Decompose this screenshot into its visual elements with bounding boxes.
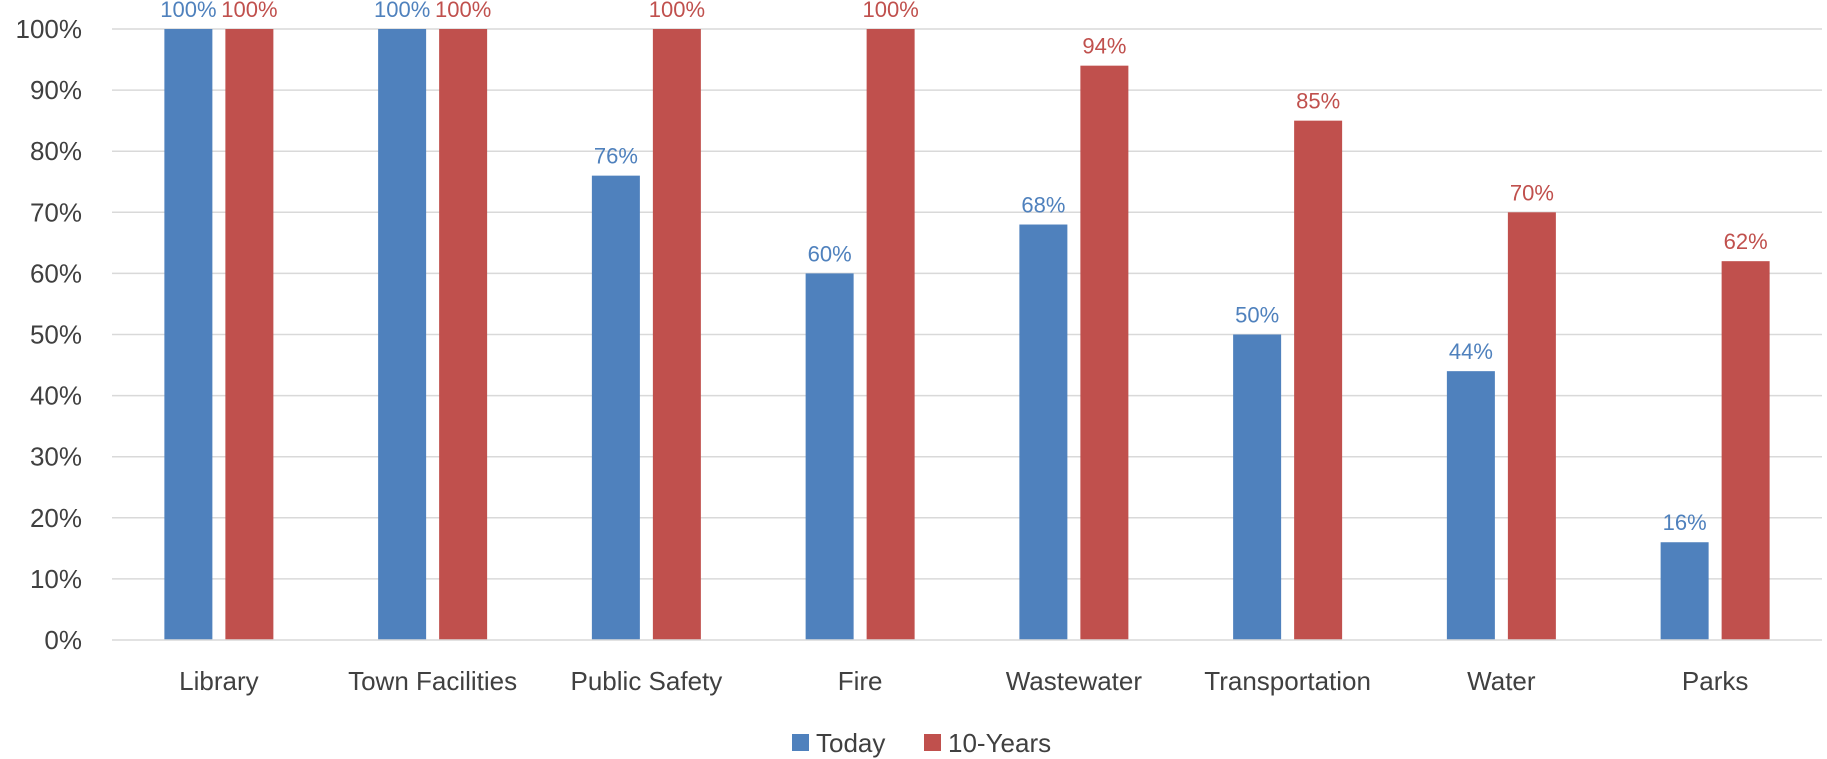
data-label: 100% (649, 0, 705, 22)
gridlines (112, 28, 1822, 580)
data-label: 94% (1082, 34, 1126, 59)
category-label: Transportation (1204, 666, 1371, 696)
y-tick-label: 90% (30, 75, 82, 105)
legend-swatch (792, 734, 809, 751)
legend: Today 10-Years (792, 728, 1051, 758)
y-tick-label: 100% (16, 14, 83, 44)
category-label: Public Safety (571, 666, 723, 696)
y-axis-ticks: 0% 10% 20% 30% 40% 50% 60% 70% 80% 90% 100% (16, 14, 83, 655)
data-label: 44% (1449, 339, 1493, 364)
data-labels: 100% 100% 100% 100%76%100%60%100%68%94%50%8… (160, 0, 1767, 535)
y-tick-label: 20% (30, 503, 82, 533)
y-tick-label: 10% (30, 564, 82, 594)
legend-label: Today (816, 728, 885, 758)
legend-swatch (924, 734, 941, 751)
bar-today (1660, 542, 1709, 640)
data-label: 60% (808, 241, 852, 266)
data-label: 70% (1510, 180, 1554, 205)
x-axis-categories: Library Town Facilities Public Safety Fire W… (179, 666, 1748, 696)
bar-today (1233, 334, 1282, 640)
data-label: 50% (1235, 303, 1279, 328)
category-label: Wastewater (1006, 666, 1143, 696)
bar-today (1446, 371, 1495, 640)
bar-10-years (1721, 261, 1770, 640)
y-tick-label: 80% (30, 136, 82, 166)
bar-today (1019, 224, 1068, 640)
category-label: Parks (1682, 666, 1748, 696)
bar-10-years (1507, 212, 1556, 641)
y-tick-label: 60% (30, 258, 82, 288)
y-tick-label: 30% (30, 442, 82, 472)
y-tick-label: 40% (30, 381, 82, 411)
bar-today (164, 29, 213, 640)
bar-today (378, 29, 427, 640)
y-tick-label: 50% (30, 320, 82, 350)
legend-label: 10-Years (948, 728, 1051, 758)
bars (164, 29, 1770, 641)
bar-10-years (225, 29, 274, 640)
data-label: 100% (435, 0, 491, 22)
data-label: 16% (1663, 510, 1707, 535)
data-label: 62% (1724, 229, 1768, 254)
category-label: Town Facilities (348, 666, 517, 696)
y-tick-label: 0% (44, 625, 82, 655)
bar-10-years (652, 29, 701, 640)
data-label: 100% (160, 0, 216, 22)
bar-10-years (439, 29, 488, 640)
bar-today (805, 273, 854, 640)
data-label: 76% (594, 144, 638, 169)
data-label: 100% (221, 0, 277, 22)
y-tick-label: 70% (30, 197, 82, 227)
bar-today (591, 175, 640, 640)
bar-10-years (1080, 65, 1129, 640)
category-label: Library (179, 666, 258, 696)
bar-10-years (866, 29, 915, 640)
data-label: 100% (374, 0, 430, 22)
data-label: 85% (1296, 89, 1340, 114)
category-label: Fire (838, 666, 883, 696)
data-label: 68% (1021, 193, 1065, 218)
bar-10-years (1294, 120, 1343, 640)
category-label: Water (1467, 666, 1536, 696)
data-label: 100% (862, 0, 918, 22)
